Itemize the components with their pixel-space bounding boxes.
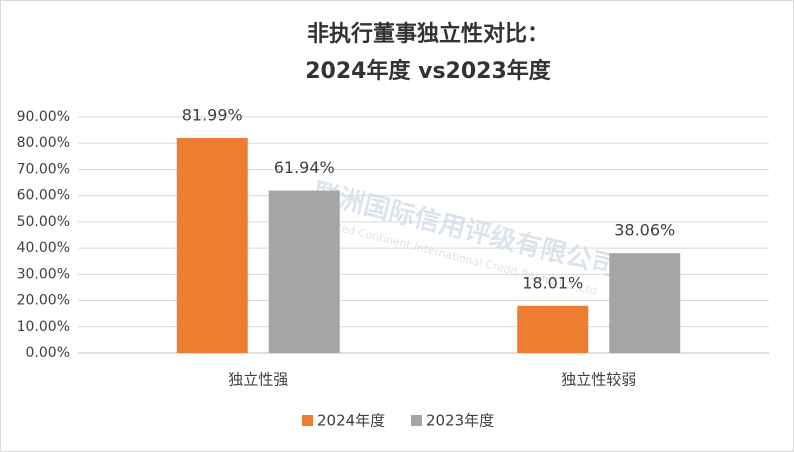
y-tick-label: 30.00%	[17, 266, 70, 282]
legend-swatch	[411, 415, 422, 426]
x-tick-label: 独立性强	[228, 371, 288, 389]
legend-label: 2024年度	[317, 412, 385, 430]
y-tick-label: 40.00%	[17, 240, 70, 256]
y-tick-label: 10.00%	[17, 319, 70, 335]
y-tick-label: 90.00%	[17, 109, 70, 125]
legend-swatch	[302, 415, 313, 426]
y-tick-label: 60.00%	[17, 188, 70, 204]
bar	[176, 138, 248, 353]
chart-title: 非执行董事独立性对比：	[307, 21, 549, 47]
value-label: 61.94%	[274, 158, 335, 177]
value-label: 38.06%	[614, 221, 675, 240]
value-label: 18.01%	[522, 273, 583, 292]
chart-subtitle: 2024年度 vs2023年度	[305, 58, 552, 84]
bar	[609, 253, 681, 353]
value-label: 81.99%	[182, 106, 243, 125]
bar	[517, 305, 589, 353]
y-tick-label: 80.00%	[17, 135, 70, 151]
bar	[268, 190, 340, 353]
legend-label: 2023年度	[426, 412, 494, 430]
y-tick-label: 20.00%	[17, 293, 70, 309]
y-tick-label: 50.00%	[17, 214, 70, 230]
x-tick-label: 独立性较弱	[561, 371, 636, 389]
y-tick-label: 0.00%	[26, 345, 70, 361]
y-tick-label: 70.00%	[17, 161, 70, 177]
